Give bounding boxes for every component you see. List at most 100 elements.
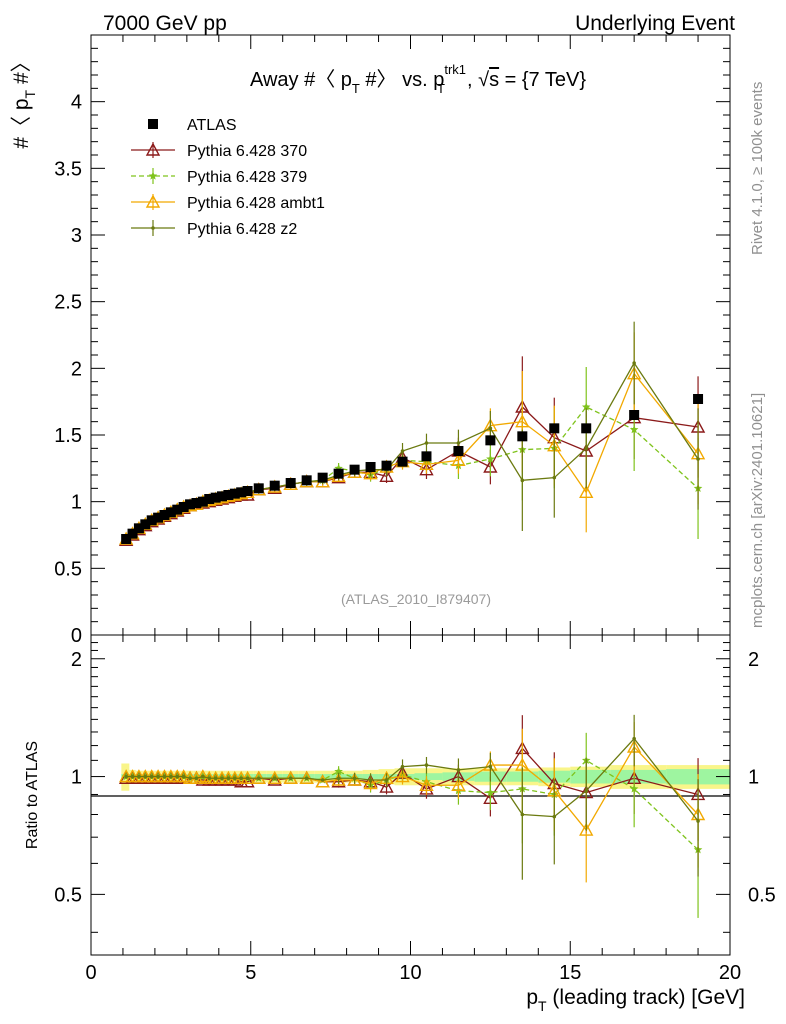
ratio-point-1 — [267, 772, 282, 786]
ratio-point-4 — [226, 776, 231, 781]
ratio-point-4 — [220, 776, 224, 781]
series-point-4 — [456, 441, 461, 445]
x-tick-label: 0 — [85, 962, 96, 984]
main-y-tick-label: 4 — [71, 92, 82, 114]
x-tick-label: 10 — [399, 962, 421, 984]
ratio-point-4 — [169, 774, 173, 779]
ratio-point-4 — [194, 776, 199, 781]
series-point-3 — [451, 452, 466, 467]
legend-label-0: ATLAS — [187, 117, 237, 134]
atlas-point — [153, 512, 164, 523]
ratio-tick-labels: 0.5 0.51 12 20 5 10 15 20 — [54, 649, 776, 984]
atlas-point — [172, 504, 183, 515]
atlas-point — [517, 431, 528, 442]
ratio-point-3 — [395, 769, 410, 783]
legend-label-2: Pythia 6.428 379 — [187, 169, 307, 186]
ratio-point-4 — [352, 776, 357, 781]
ratio-y-axis-label: Ratio to ATLAS — [24, 741, 41, 849]
main-y-axis-label: #〈 pT #〉 — [10, 51, 38, 148]
legend-marker-3 — [145, 194, 161, 208]
ratio-point-4 — [272, 776, 277, 781]
ratio-point-4 — [320, 778, 325, 782]
main-y-tick-label: 0 — [71, 625, 82, 647]
ratio-point-4 — [213, 776, 218, 781]
main-y-tick-label: 1 — [71, 492, 82, 514]
ratio-point-4 — [424, 763, 429, 767]
series-point-4 — [400, 449, 405, 453]
ratio-point-4 — [336, 776, 341, 781]
atlas-point — [581, 423, 592, 434]
series-line-3 — [125, 372, 699, 540]
ratio-point-4 — [384, 778, 389, 782]
series-point-4 — [424, 441, 429, 445]
ratio-point-3 — [315, 774, 330, 788]
ratio-point-4 — [239, 776, 243, 781]
atlas-point — [242, 486, 253, 496]
ratio-point-4 — [130, 774, 135, 779]
series-point-4 — [584, 446, 589, 451]
atlas-point — [191, 498, 202, 508]
legend: ATLAS Pythia 6.428 370 Pythia 6.428 379 Pyt… — [131, 117, 325, 238]
ratio-point-4 — [288, 776, 293, 781]
series-point-4 — [488, 426, 493, 431]
ratio-point-4 — [400, 764, 405, 769]
ratio-point-4 — [488, 764, 493, 769]
ratio-point-4 — [245, 776, 250, 781]
main-y-tick-label: 0.5 — [54, 558, 82, 580]
ratio-point-4 — [456, 768, 461, 772]
legend-label-4: Pythia 6.428 z2 — [187, 221, 297, 238]
ratio-point-2 — [486, 788, 495, 797]
legend-marker-4 — [151, 226, 155, 230]
ratio-band-inner — [610, 769, 667, 784]
atlas-point — [216, 491, 227, 502]
atlas-point — [317, 472, 328, 483]
ratio-point-4 — [552, 814, 557, 819]
ratio-y-tick-label-left: 1 — [71, 767, 82, 789]
ratio-point-4 — [696, 819, 700, 823]
chart-title: Away #〈 pT #〉 vs. ptrk1 T, √s = {7 TeV} — [250, 62, 586, 96]
atlas-point — [127, 528, 138, 539]
atlas-point — [133, 523, 144, 534]
atlas-point — [693, 394, 704, 404]
atlas-point — [121, 534, 132, 544]
x-axis-label: pT (leading track) [GeV] — [526, 986, 745, 1014]
atlas-point — [365, 462, 376, 472]
series-point-1 — [379, 468, 394, 483]
ratio-series-layer — [118, 714, 706, 918]
ratio-band-inner — [414, 773, 443, 780]
ratio-y-tick-label-right: 0.5 — [748, 884, 776, 906]
ratio-point-4 — [304, 776, 309, 781]
atlas-point — [285, 478, 296, 488]
atlas-point — [333, 468, 344, 479]
main-axis-ticks — [90, 34, 731, 636]
main-panel: 0 0.5 1 1.5 2 2.5 3 3.5 4 Away #〈 pT #〉 vs. ptrk… — [10, 34, 731, 647]
ratio-y-tick-label-right: 1 — [748, 767, 759, 789]
series-point-3 — [363, 466, 378, 480]
ratio-point-3 — [451, 777, 466, 791]
x-tick-label: 15 — [559, 962, 581, 984]
ratio-point-1 — [379, 779, 394, 793]
atlas-point — [453, 446, 464, 456]
main-y-tick-label: 2 — [71, 358, 82, 380]
atlas-point — [253, 483, 264, 494]
series-line-4 — [125, 361, 699, 540]
series-point-3 — [515, 414, 530, 428]
ratio-band-inner — [570, 769, 611, 784]
ratio-point-4 — [162, 774, 167, 779]
main-y-tick-label: 3.5 — [54, 158, 82, 180]
atlas-point — [236, 487, 247, 498]
atlas-point — [421, 451, 432, 462]
main-series-layer — [118, 321, 706, 547]
main-y-tick-label: 2.5 — [54, 292, 82, 314]
ratio-point-4 — [175, 774, 180, 779]
ratio-point-2 — [629, 784, 639, 793]
ratio-point-4 — [137, 774, 141, 779]
ratio-point-4 — [256, 776, 261, 781]
atlas-point — [210, 492, 221, 503]
ratio-point-3 — [195, 769, 211, 783]
atlas-point — [197, 496, 208, 507]
ratio-band-inner — [253, 774, 267, 780]
header-left: 7000 GeV pp — [103, 12, 227, 35]
legend-label-3: Pythia 6.428 ambt1 — [187, 195, 325, 212]
